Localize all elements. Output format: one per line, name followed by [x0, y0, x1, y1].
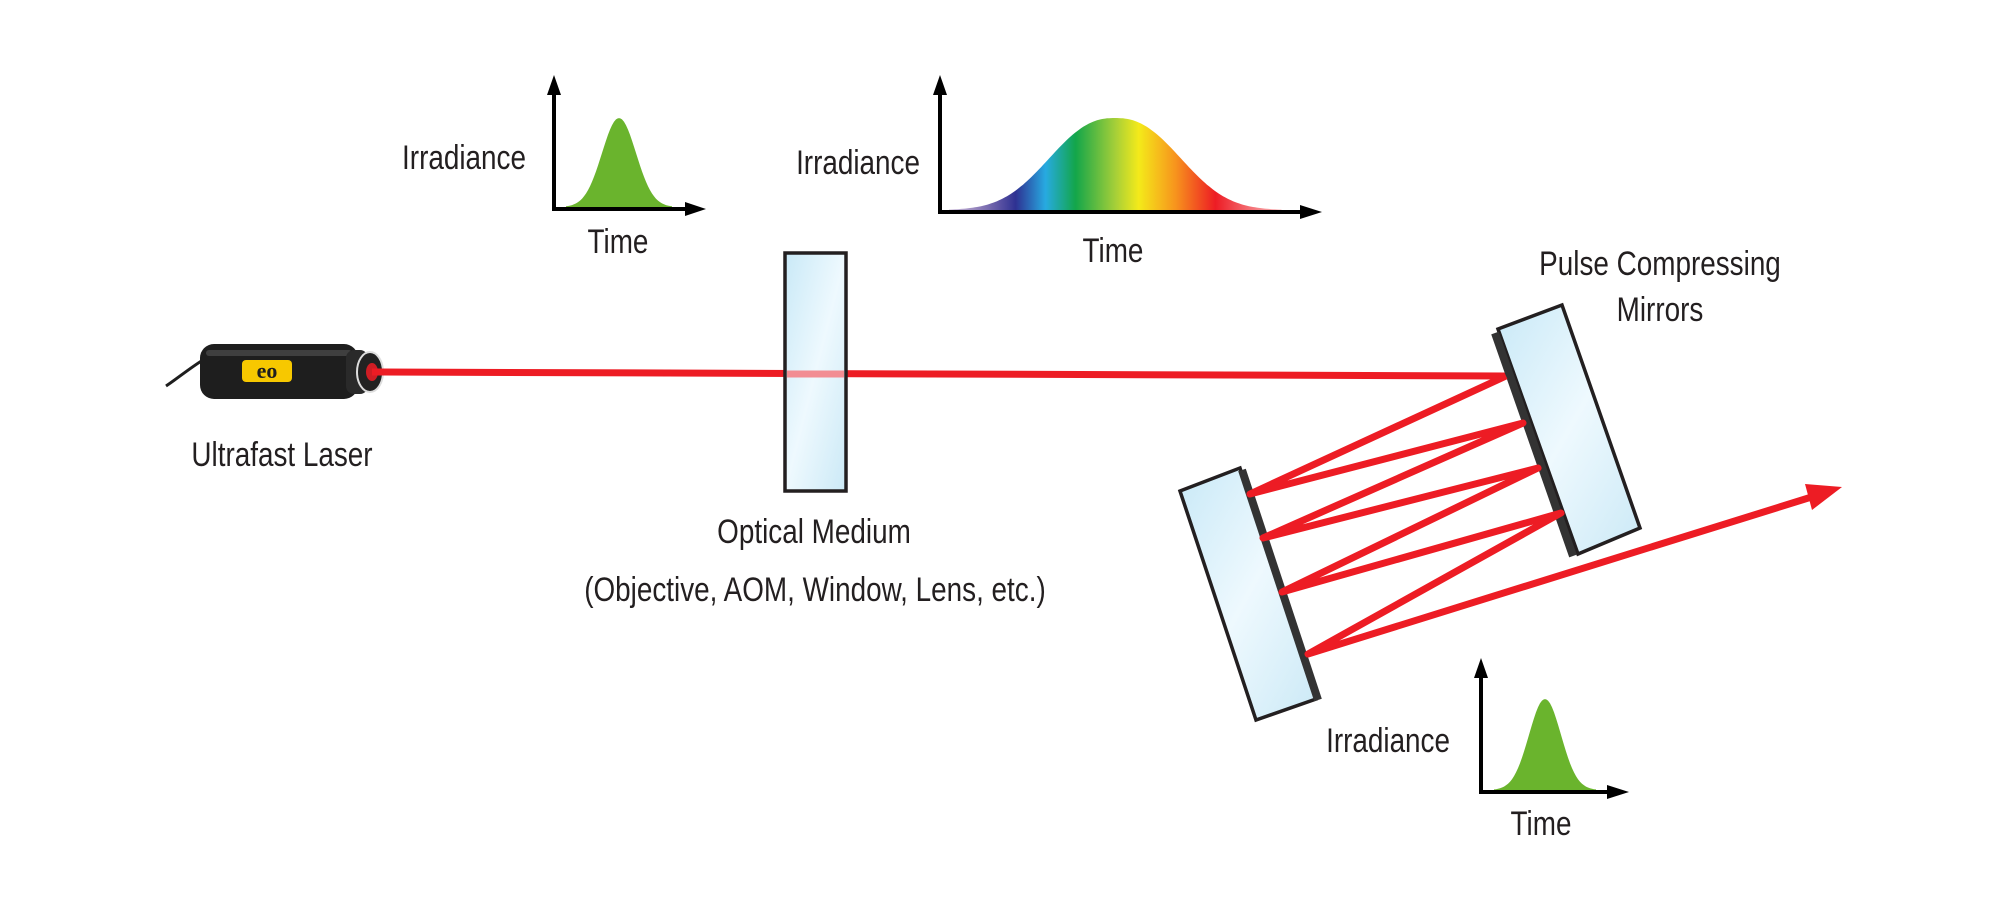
compressor-beam-path [1246, 372, 1820, 658]
short-pulse-curve [566, 118, 672, 207]
laser-logo: eo [257, 358, 278, 383]
graph3-ylabel: Irradiance [1326, 721, 1450, 759]
compressed-pulse-graph: Irradiance Time [1326, 658, 1629, 843]
chirped-pulse-curve [949, 118, 1282, 210]
laser-cable [165, 358, 204, 388]
x-axis-arrowhead [1300, 205, 1322, 219]
graph3-xlabel: Time [1511, 804, 1572, 842]
graph1-xlabel: Time [588, 222, 649, 260]
upper-mirror-coating [1491, 331, 1577, 558]
broadened-pulse-graph: Irradiance Time [796, 75, 1322, 270]
laser-label: Ultrafast Laser [191, 435, 372, 473]
x-axis-arrowhead [1607, 785, 1629, 799]
logo-badge [242, 360, 292, 382]
input-pulse-graph: Irradiance Time [402, 75, 706, 261]
mirrors-label-line1: Pulse Compressing [1539, 244, 1781, 282]
graph2-xlabel: Time [1083, 231, 1144, 269]
lower-compressing-mirror [1177, 465, 1319, 723]
y-axis-arrowhead [933, 75, 947, 95]
x-axis-arrowhead [685, 202, 706, 216]
lower-mirror-coating [1238, 468, 1322, 702]
laser-body-highlight [206, 350, 352, 356]
y-axis-arrowhead [547, 75, 561, 95]
graph1-ylabel: Irradiance [402, 138, 526, 176]
input-beam [371, 368, 1507, 380]
mirrors-label-line2: Mirrors [1617, 290, 1704, 328]
optical-medium-label: Optical Medium [717, 512, 911, 550]
graph2-ylabel: Irradiance [796, 143, 920, 181]
upper-compressing-mirror [1495, 302, 1643, 557]
ultrafast-laser: eo [165, 344, 384, 399]
optical-medium-examples: (Objective, AOM, Window, Lens, etc.) [584, 570, 1046, 608]
compressed-pulse-curve [1494, 699, 1596, 790]
output-beam-arrowhead [1805, 484, 1842, 510]
y-axis-arrowhead [1474, 658, 1488, 678]
